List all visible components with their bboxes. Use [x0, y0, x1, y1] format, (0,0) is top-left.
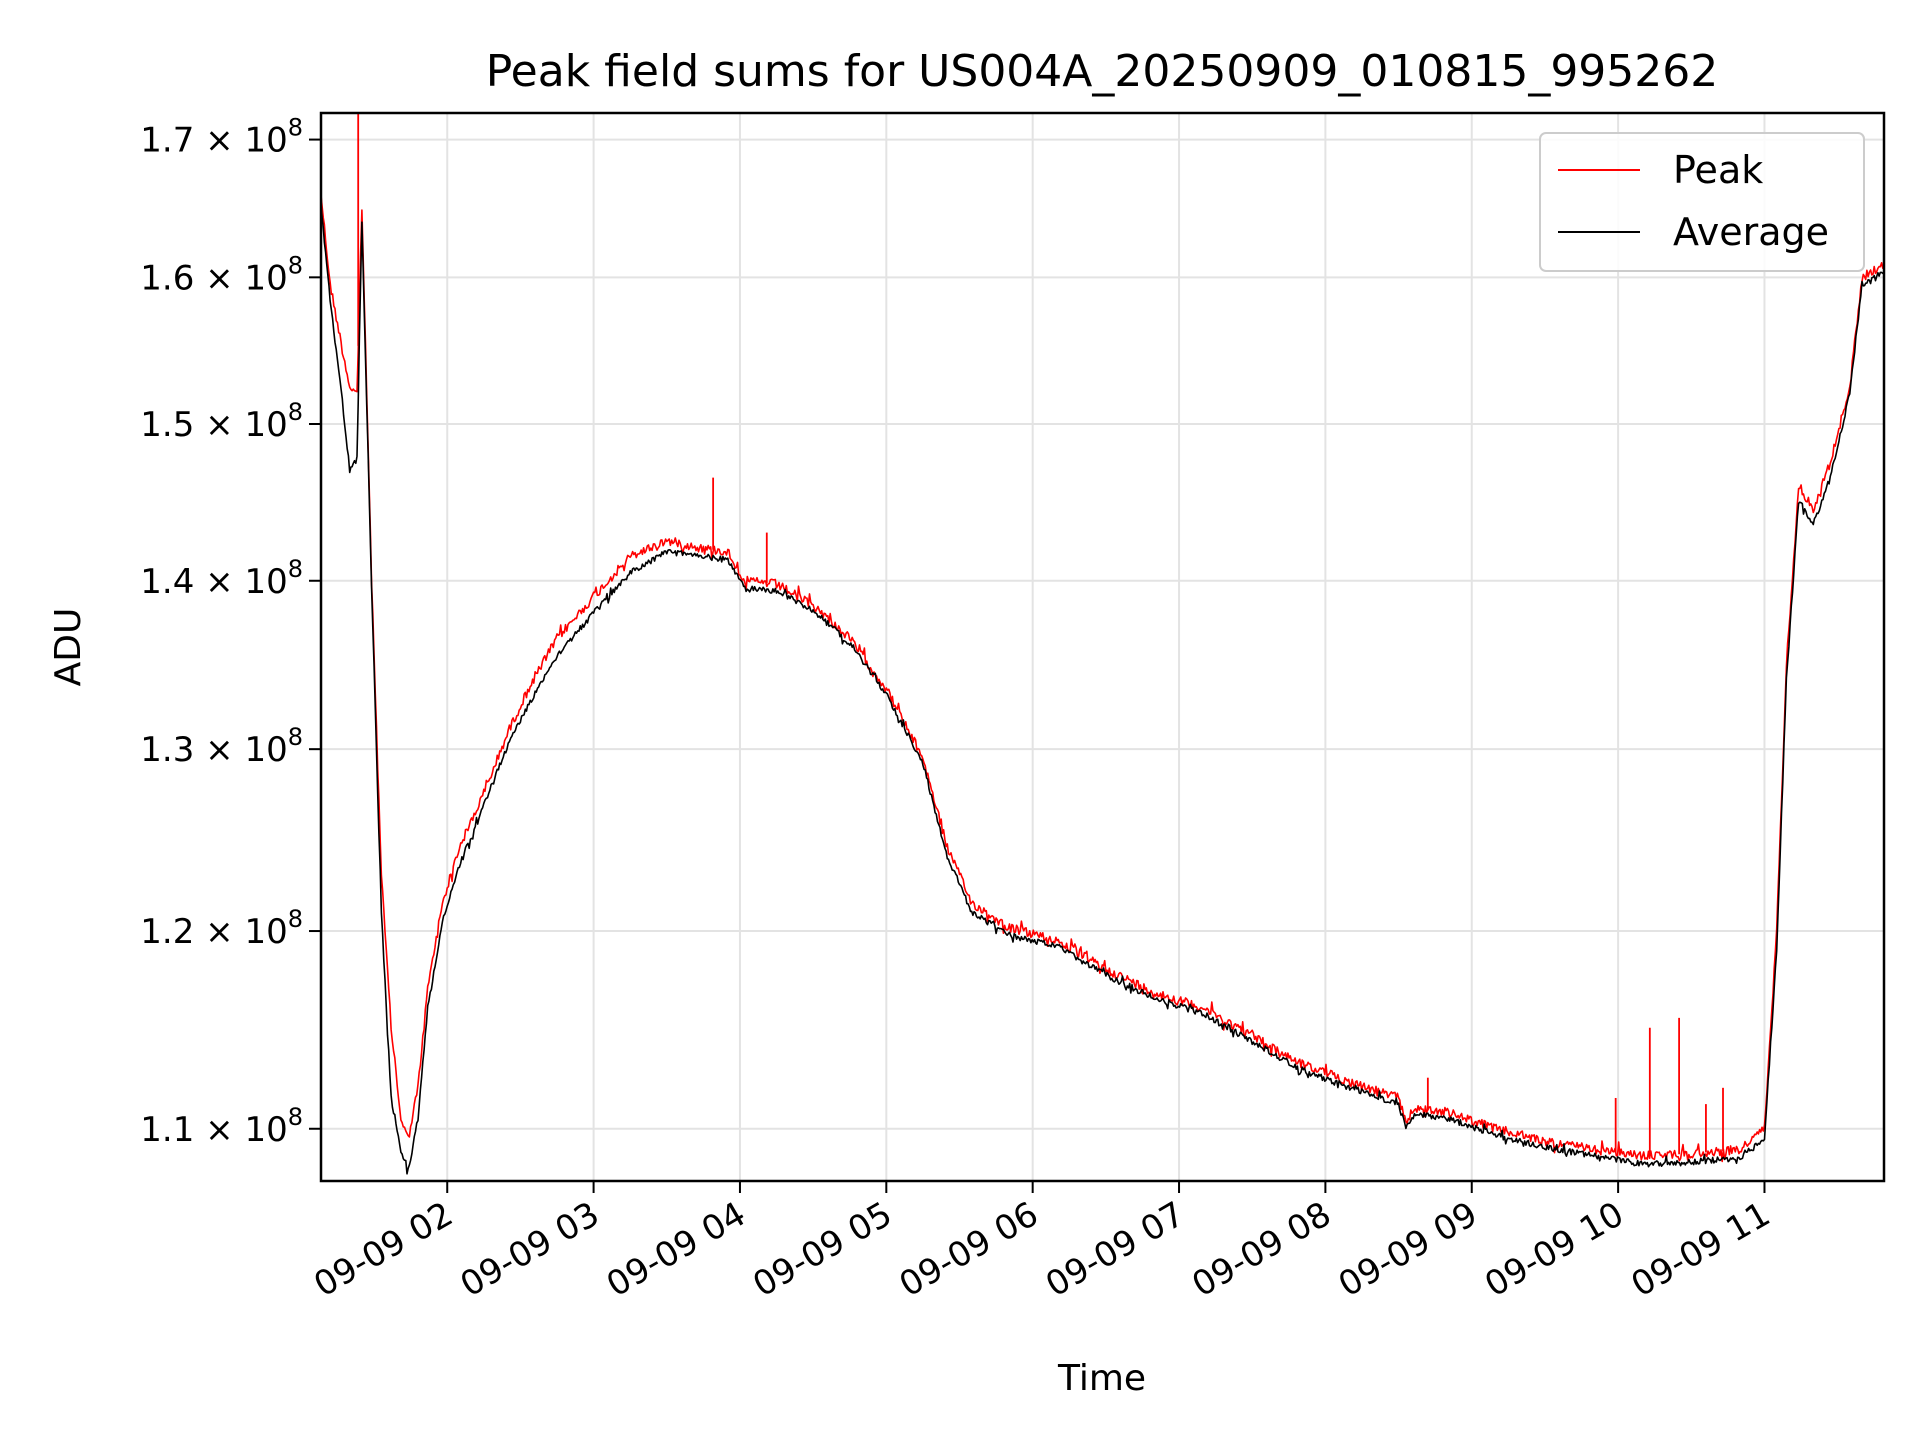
legend: Peak Average — [1539, 132, 1865, 272]
y-tick-mantissa: 1.6 × 10 — [140, 258, 287, 298]
y-tick-mantissa: 1.2 × 10 — [140, 912, 287, 952]
y-tick-exponent: 8 — [288, 723, 303, 751]
y-tick-mantissa: 1.4 × 10 — [140, 562, 287, 602]
y-tick-label: 1.6 × 108 — [140, 251, 303, 298]
y-tick-mantissa: 1.3 × 10 — [140, 730, 287, 770]
series-line-average — [321, 205, 1884, 1175]
y-tick-label: 1.3 × 108 — [140, 723, 303, 770]
y-axis-label: ADU — [48, 608, 89, 687]
y-tick-label: 1.4 × 108 — [140, 555, 303, 602]
y-tick-exponent: 8 — [288, 555, 303, 583]
legend-label-peak: Peak — [1673, 148, 1763, 192]
y-tick-exponent: 8 — [288, 114, 303, 142]
y-tick-exponent: 8 — [288, 251, 303, 279]
legend-label-average: Average — [1673, 210, 1829, 254]
y-tick-mantissa: 1.5 × 10 — [140, 405, 287, 445]
plot-layer — [321, 113, 1884, 1175]
y-tick-label: 1.1 × 108 — [140, 1103, 303, 1150]
y-tick-exponent: 8 — [288, 1103, 303, 1131]
chart-title: Peak field sums for US004A_20250909_0108… — [486, 46, 1719, 97]
grid-layer — [321, 113, 1884, 1181]
y-tick-mantissa: 1.7 × 10 — [140, 121, 287, 161]
y-tick-exponent: 8 — [288, 905, 303, 933]
y-tick-exponent: 8 — [288, 398, 303, 426]
y-tick-label: 1.7 × 108 — [140, 114, 303, 161]
legend-box — [1539, 132, 1865, 272]
y-tick-mantissa: 1.1 × 10 — [140, 1110, 287, 1150]
x-axis-label: Time — [1057, 1358, 1146, 1399]
y-tick-label: 1.5 × 108 — [140, 398, 303, 445]
plot-frame — [319, 111, 1886, 1183]
y-tick-label: 1.2 × 108 — [140, 905, 303, 952]
